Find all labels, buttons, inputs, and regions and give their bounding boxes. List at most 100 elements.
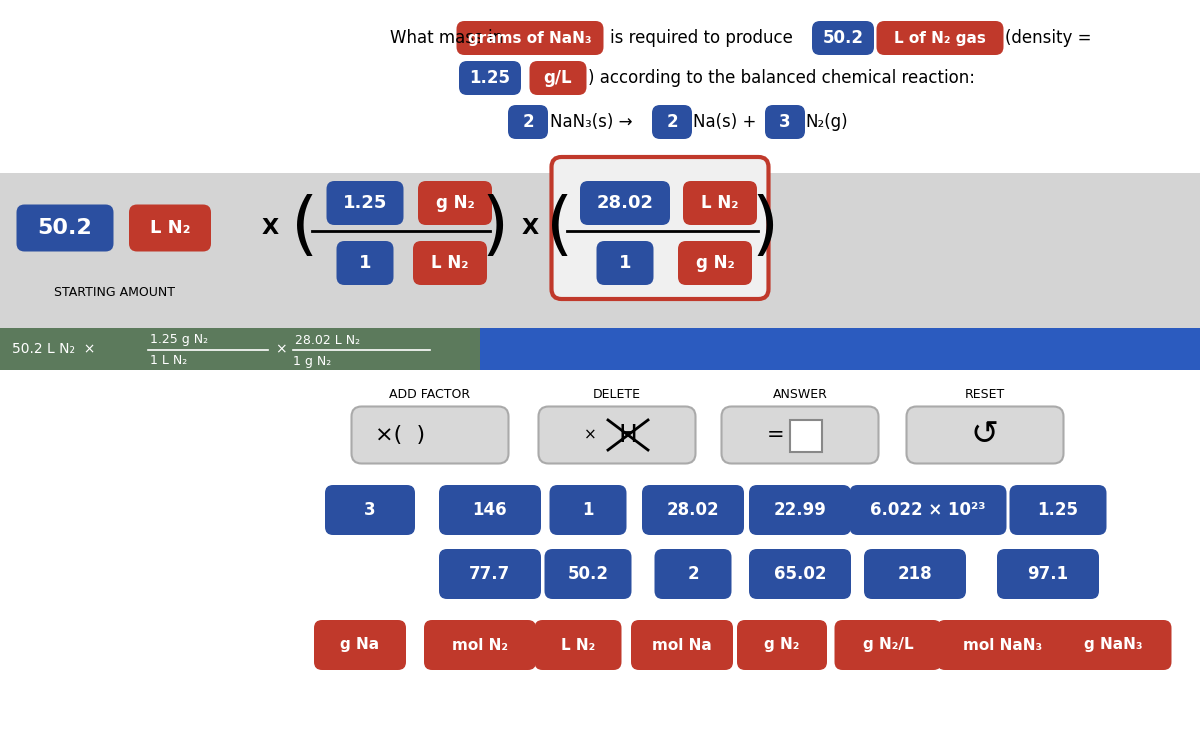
FancyBboxPatch shape [812,21,874,55]
FancyBboxPatch shape [529,61,587,95]
FancyBboxPatch shape [876,21,1003,55]
FancyBboxPatch shape [678,241,752,285]
Text: (density =: (density = [1006,29,1092,47]
Text: 50.2 L N₂  ×: 50.2 L N₂ × [12,342,95,356]
FancyBboxPatch shape [642,485,744,535]
FancyBboxPatch shape [737,620,827,670]
Text: 65.02: 65.02 [774,565,827,583]
FancyBboxPatch shape [439,485,541,535]
FancyBboxPatch shape [721,406,878,463]
Text: ): ) [481,194,509,262]
Text: 218: 218 [898,565,932,583]
Text: 50.2: 50.2 [568,565,608,583]
Text: 50.2: 50.2 [822,29,864,47]
FancyBboxPatch shape [683,181,757,225]
FancyBboxPatch shape [508,105,548,139]
Text: 1: 1 [582,501,594,519]
FancyBboxPatch shape [864,549,966,599]
FancyBboxPatch shape [418,181,492,225]
Text: Na(s) +: Na(s) + [694,113,756,131]
Text: L N₂: L N₂ [431,254,469,272]
Text: is required to produce: is required to produce [610,29,793,47]
Text: 77.7: 77.7 [469,565,511,583]
Bar [0,328,480,370]
Text: 146: 146 [473,501,508,519]
Text: g Na: g Na [341,637,379,653]
Text: ×(  ): ×( ) [374,425,425,445]
FancyBboxPatch shape [130,205,211,251]
Text: L N₂: L N₂ [701,194,739,212]
Text: 2: 2 [688,565,698,583]
FancyBboxPatch shape [314,620,406,670]
Text: ×: × [583,428,596,442]
Text: 6.022 × 10²³: 6.022 × 10²³ [870,501,985,519]
FancyBboxPatch shape [937,620,1069,670]
Text: (: ( [546,194,574,262]
FancyBboxPatch shape [336,241,394,285]
Text: N₂(g): N₂(g) [805,113,847,131]
Text: RESET: RESET [965,388,1006,401]
Text: 1 L N₂: 1 L N₂ [150,355,187,368]
Text: =: = [767,425,785,445]
Text: 1 g N₂: 1 g N₂ [293,355,331,368]
Text: 28.02: 28.02 [596,194,654,212]
FancyBboxPatch shape [539,406,696,463]
Text: X: X [262,218,278,238]
FancyBboxPatch shape [550,485,626,535]
Text: mol N₂: mol N₂ [452,637,508,653]
Text: 28.02: 28.02 [667,501,719,519]
Text: STARTING AMOUNT: STARTING AMOUNT [54,287,175,300]
FancyBboxPatch shape [1009,485,1106,535]
Text: 1.25: 1.25 [469,69,510,87]
Text: g N₂: g N₂ [696,254,734,272]
Bar [0,173,1200,328]
Bar [0,370,1200,731]
FancyBboxPatch shape [790,420,822,452]
FancyBboxPatch shape [997,549,1099,599]
Text: ↺: ↺ [971,419,998,452]
Text: 28.02 L N₂: 28.02 L N₂ [295,333,360,346]
Bar [480,328,1200,370]
FancyBboxPatch shape [352,406,509,463]
FancyBboxPatch shape [766,105,805,139]
FancyBboxPatch shape [545,549,631,599]
Text: NaN₃(s) →: NaN₃(s) → [550,113,632,131]
Text: g/L: g/L [544,69,572,87]
FancyBboxPatch shape [850,485,1007,535]
FancyBboxPatch shape [325,485,415,535]
FancyBboxPatch shape [596,241,654,285]
Text: (: ( [292,194,318,262]
Text: 50.2: 50.2 [37,218,92,238]
Text: X: X [522,218,539,238]
Text: What mass in: What mass in [390,29,503,47]
Text: g N₂: g N₂ [436,194,474,212]
Text: g N₂: g N₂ [764,637,799,653]
FancyBboxPatch shape [906,406,1063,463]
FancyBboxPatch shape [534,620,622,670]
Text: 1.25 g N₂: 1.25 g N₂ [150,333,208,346]
Text: 97.1: 97.1 [1027,565,1068,583]
Text: L N₂: L N₂ [560,637,595,653]
Text: 2: 2 [522,113,534,131]
Text: 1: 1 [359,254,371,272]
Text: mol NaN₃: mol NaN₃ [964,637,1043,653]
Text: ADD FACTOR: ADD FACTOR [390,388,470,401]
Text: L N₂: L N₂ [150,219,191,237]
Text: H: H [618,423,637,447]
FancyBboxPatch shape [17,205,114,251]
Text: 3: 3 [364,501,376,519]
FancyBboxPatch shape [424,620,536,670]
Text: L of N₂ gas: L of N₂ gas [894,31,986,45]
Text: mol Na: mol Na [652,637,712,653]
Text: ×: × [275,342,287,356]
FancyBboxPatch shape [413,241,487,285]
Text: 22.99: 22.99 [774,501,827,519]
Text: g NaN₃: g NaN₃ [1084,637,1142,653]
Text: 1.25: 1.25 [343,194,388,212]
FancyBboxPatch shape [1055,620,1171,670]
FancyBboxPatch shape [652,105,692,139]
FancyBboxPatch shape [834,620,942,670]
FancyBboxPatch shape [749,549,851,599]
FancyBboxPatch shape [326,181,403,225]
Text: 2: 2 [666,113,678,131]
